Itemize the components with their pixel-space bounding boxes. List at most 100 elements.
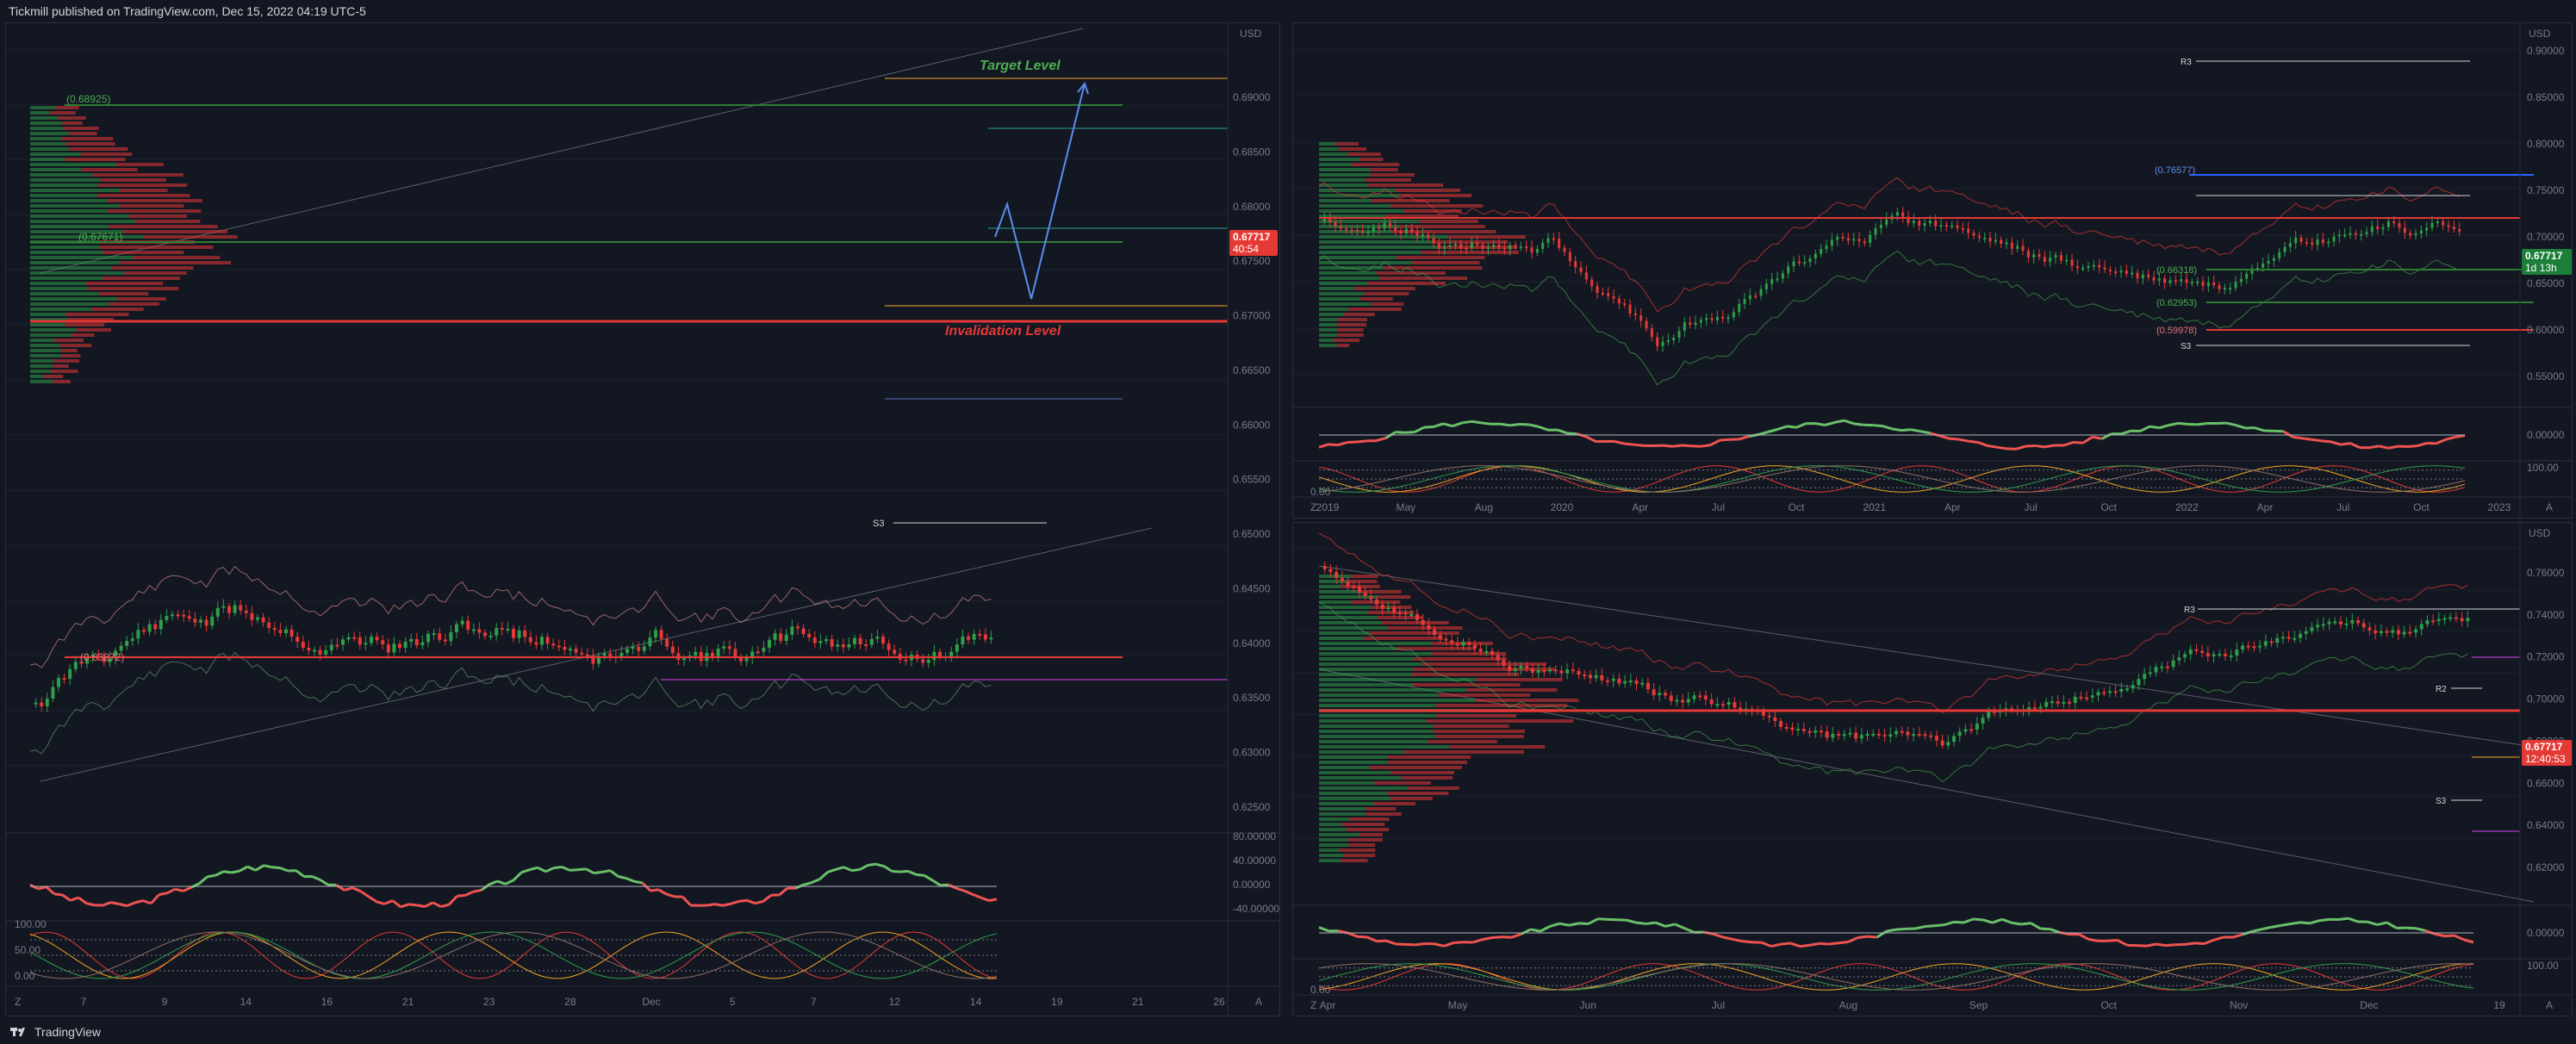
- rb-candle: [2310, 627, 2314, 631]
- rb-candle: [2391, 630, 2395, 633]
- left-candle: [114, 650, 117, 659]
- rt-candle: [2038, 254, 2041, 258]
- rb-candle: [1490, 650, 1494, 655]
- rt-candle: [1689, 322, 1692, 326]
- rb-candle: [2436, 618, 2441, 621]
- left-candle: [96, 655, 101, 658]
- rt-osc-seg: [1472, 419, 1482, 425]
- rt-osc-seg: [1538, 425, 1549, 432]
- rt-candle: [1437, 243, 1440, 250]
- rb-candle: [1450, 640, 1454, 644]
- rt-candle: [2103, 267, 2106, 270]
- rb-osc-seg: [2463, 938, 2474, 944]
- left-vp-green: [30, 173, 93, 177]
- left-candle: [335, 644, 339, 647]
- rt-candle: [1879, 224, 1882, 228]
- left-auto-button[interactable]: A: [1255, 996, 1262, 1008]
- left-chart-svg[interactable]: (0.68925) (0.67671) (0.63872) S3 Target Leve…: [6, 23, 1279, 1016]
- left-candle: [727, 646, 731, 649]
- left-vp-green: [30, 277, 103, 280]
- left-vp-green: [30, 271, 125, 275]
- rb-candle: [1912, 734, 1916, 736]
- rt-vp-red: [1347, 152, 1381, 156]
- rb-candle: [1940, 740, 1944, 746]
- left-candle: [329, 644, 333, 650]
- rb-vp-red: [1363, 637, 1443, 640]
- left-vp-green: [30, 261, 121, 264]
- left-candle: [739, 656, 743, 662]
- rt-osc-seg: [2035, 444, 2045, 449]
- rt-candle: [1677, 330, 1681, 339]
- rt-candle: [1366, 231, 1370, 233]
- left-candle: [597, 656, 600, 664]
- rb-osc-seg: [2348, 917, 2359, 923]
- left-candle: [221, 606, 226, 608]
- rb-candle: [2321, 624, 2325, 626]
- rt-candle: [2049, 257, 2052, 262]
- rb-vp-green: [1319, 611, 1368, 614]
- rt-candle: [2218, 285, 2221, 289]
- left-candle: [386, 644, 390, 653]
- rb-osc-seg: [1963, 917, 1974, 924]
- rb-vp-green: [1319, 688, 1467, 692]
- rb-vp-red: [1350, 575, 1378, 578]
- left-osc-seg: [183, 886, 192, 892]
- rt-osc-seg: [2044, 444, 2055, 449]
- rb-candle: [1577, 670, 1581, 675]
- left-osc-seg: [311, 875, 321, 881]
- rb-candle: [2361, 623, 2366, 628]
- left-osc-seg: [972, 892, 981, 899]
- rt-vp-red: [1364, 292, 1409, 295]
- left-vp-red: [62, 127, 99, 130]
- rt-candle: [1852, 239, 1856, 241]
- rb-candle: [1409, 613, 1414, 616]
- rt-candle: [1825, 245, 1828, 250]
- rt-candle: [2043, 257, 2046, 262]
- rt-candle: [1552, 238, 1555, 240]
- right-top-chart-svg[interactable]: (0.76577) (0.66318) (0.62953) (0.59978) R3 S3…: [1293, 23, 2572, 518]
- left-vp-red: [108, 209, 202, 213]
- rt-vp-green: [1319, 344, 1337, 347]
- rb-zoom-button[interactable]: Z: [1310, 999, 1316, 1011]
- left-candle: [358, 637, 362, 645]
- left-osc-seg: [818, 871, 829, 880]
- rt-zoom-button[interactable]: Z: [1310, 501, 1316, 513]
- left-osc-seg: [505, 879, 514, 886]
- rt-candle: [1781, 273, 1784, 279]
- right-bottom-chart-svg[interactable]: R3 R2 S3 USD 0.76000 0.74000 0.72000 0.70000 0.6…: [1293, 523, 2572, 1016]
- left-osc2-tick: 50.00: [15, 944, 40, 956]
- rt-auto-button[interactable]: A: [2546, 501, 2553, 513]
- left-zoom-button[interactable]: Z: [15, 996, 21, 1008]
- rt-candle: [1383, 222, 1386, 229]
- rt-vp-red: [1336, 333, 1365, 337]
- left-vp-green: [30, 209, 109, 213]
- left-vp-green: [30, 282, 86, 285]
- left-candle: [512, 628, 515, 638]
- left-chart-pane[interactable]: (0.68925) (0.67671) (0.63872) S3 Target Leve…: [5, 22, 1280, 1016]
- left-candle: [313, 649, 316, 652]
- right-top-chart-pane[interactable]: (0.76577) (0.66318) (0.62953) (0.59978) R3 S3…: [1292, 22, 2573, 519]
- rb-osc-seg: [1780, 941, 1791, 946]
- left-candle: [500, 628, 504, 631]
- tradingview-logo[interactable]: TradingView: [10, 1025, 101, 1039]
- rb-price-tick: 0.72000: [2527, 651, 2565, 663]
- left-candle: [346, 637, 351, 640]
- rt-candle: [2119, 270, 2123, 273]
- rt-osc-seg: [1452, 421, 1463, 428]
- rt-candle: [2206, 282, 2210, 287]
- left-candle: [517, 630, 521, 638]
- rt-candle: [2163, 278, 2167, 283]
- left-candle: [176, 614, 180, 617]
- rt-candle: [1694, 322, 1697, 326]
- rt-osc-seg: [2368, 444, 2380, 450]
- rt-candle: [1869, 234, 1872, 244]
- rb-auto-button[interactable]: A: [2546, 999, 2553, 1011]
- rb-candle: [2431, 620, 2436, 623]
- rb-candle: [1876, 733, 1881, 736]
- rb-candle: [1859, 735, 1864, 739]
- right-bottom-chart-pane[interactable]: R3 R2 S3 USD 0.76000 0.74000 0.72000 0.70000 0.6…: [1292, 522, 2573, 1016]
- rb-candle: [1992, 711, 1996, 713]
- rb-vp-green: [1319, 616, 1378, 619]
- rb-vp-green: [1319, 859, 1341, 862]
- left-vp-red: [53, 364, 69, 368]
